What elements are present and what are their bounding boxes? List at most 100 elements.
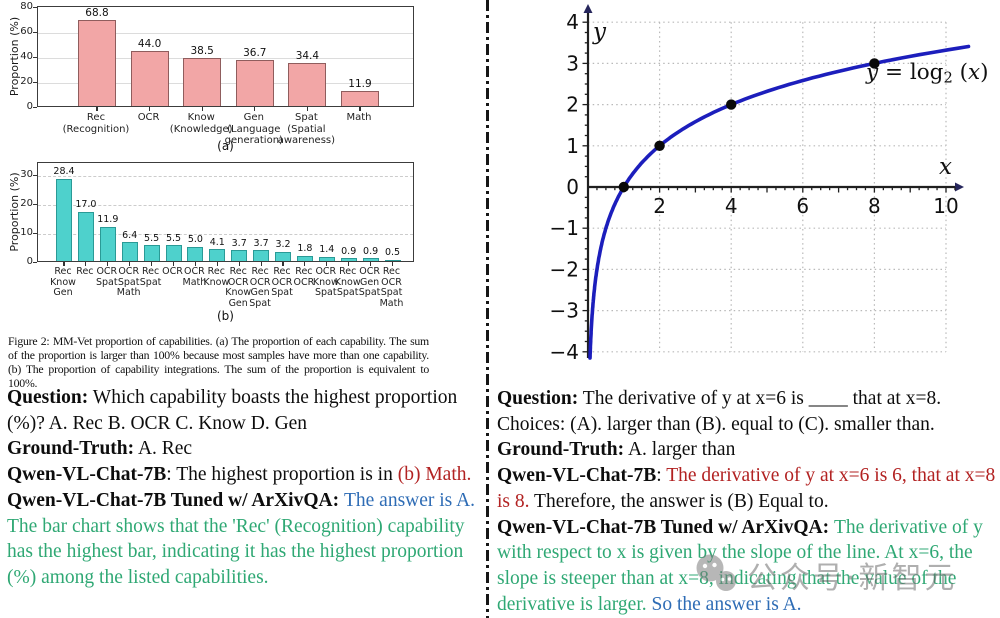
panel-divider bbox=[486, 0, 489, 618]
y-tick-label: 20 bbox=[20, 198, 33, 210]
x-tick-label: 8 bbox=[868, 194, 881, 218]
bar-value-label: 3.7 bbox=[253, 237, 269, 249]
gridline bbox=[38, 83, 413, 85]
bar-value-label: 0.5 bbox=[384, 247, 401, 259]
text-segment: Therefore, the answer is (B) Equal to. bbox=[529, 490, 829, 512]
x-tick-mark bbox=[201, 107, 203, 111]
y-tick-label: 1 bbox=[566, 134, 579, 158]
x-tick-label: 2 bbox=[653, 194, 666, 218]
bar-value-label: 3.2 bbox=[275, 239, 291, 251]
bar-value-label: 4.1 bbox=[209, 236, 225, 248]
bar-value-label: 44.0 bbox=[137, 37, 162, 50]
y-axis-label: Proportion (%) bbox=[8, 172, 21, 252]
bar bbox=[275, 251, 291, 261]
text-segment: : bbox=[656, 465, 667, 487]
category-label: OCR Math bbox=[182, 266, 207, 288]
bar-value-label: 36.7 bbox=[243, 46, 267, 59]
log2-line-plot: 2 4 6 8 10 −4 −3 −2 −1 0 1 2 3 4 bbox=[550, 4, 971, 364]
text-segment: So the answer is A. bbox=[651, 593, 802, 615]
x-tick-mark bbox=[306, 107, 308, 111]
x-tick-label: 10 bbox=[933, 194, 958, 218]
ground-truth-paragraph: Ground-Truth: A. Rec bbox=[7, 436, 485, 462]
category-label: OCR Spat Math bbox=[116, 266, 141, 298]
bar-chart-capability-proportion: 68.8 44.0 38.5 36.7 34.4 11.9 0 20 40 60 80 Rec (Re… bbox=[0, 0, 487, 153]
bar bbox=[78, 20, 116, 106]
bar-value-label: 28.4 bbox=[53, 166, 75, 178]
text-segment: ( bbox=[952, 60, 968, 85]
bar-value-label: 0.9 bbox=[341, 245, 357, 257]
bar bbox=[235, 60, 274, 106]
bar bbox=[187, 246, 204, 261]
y-tick-mark bbox=[33, 174, 37, 176]
y-tick-mark bbox=[33, 81, 37, 83]
y-tick-mark bbox=[33, 6, 37, 8]
bar bbox=[130, 51, 169, 106]
category-label: OCR bbox=[162, 266, 183, 277]
bar bbox=[165, 245, 182, 261]
data-point bbox=[618, 181, 629, 193]
y-axis-arrow bbox=[583, 4, 593, 13]
curve-equation-label: y = log2 (x) bbox=[866, 60, 989, 87]
plot-area: 28.4 17.0 11.9 6.4 5.5 5.5 5.0 4.1 3.7 3.7 3.2 1.8 1… bbox=[37, 162, 414, 266]
bar bbox=[288, 63, 327, 106]
data-point bbox=[726, 99, 737, 110]
x-tick-mark bbox=[85, 262, 87, 266]
bar-value-label: 1.8 bbox=[297, 243, 313, 255]
category-label: Rec (Recognition) bbox=[62, 112, 130, 135]
text-segment: 2 bbox=[943, 69, 953, 87]
bar bbox=[253, 250, 270, 261]
text-segment: : The highest proportion is in bbox=[166, 464, 398, 486]
subplot-label: (a) bbox=[217, 139, 234, 153]
y-tick-label: −4 bbox=[550, 340, 579, 364]
y-tick-mark bbox=[33, 261, 37, 263]
text-segment: Qwen-VL-Chat-7B Tuned w/ ArXivQA: bbox=[497, 516, 834, 538]
y-tick-label: 20 bbox=[20, 76, 33, 88]
bar bbox=[209, 249, 226, 261]
category-label: Know (Knowledge) bbox=[169, 112, 233, 135]
x-tick-mark bbox=[216, 262, 218, 266]
x-tick-mark bbox=[129, 262, 131, 266]
tuned-model-answer-paragraph: Qwen-VL-Chat-7B Tuned w/ ArXivQA: The de… bbox=[497, 515, 998, 618]
bar bbox=[318, 256, 335, 261]
x-tick-mark bbox=[260, 262, 262, 266]
x-tick-mark bbox=[238, 262, 240, 266]
bar bbox=[362, 258, 379, 261]
text-segment: Qwen-VL-Chat-7B Tuned w/ ArXivQA: bbox=[7, 489, 344, 511]
base-model-answer-paragraph: Qwen-VL-Chat-7B: The highest proportion … bbox=[7, 462, 485, 488]
x-tick-mark bbox=[282, 262, 284, 266]
category-label: OCR bbox=[137, 112, 160, 123]
bar bbox=[99, 226, 116, 261]
y-tick-label: 0 bbox=[26, 256, 33, 267]
bar-value-label: 0.9 bbox=[363, 245, 379, 257]
y-axis-letter: y bbox=[593, 19, 606, 45]
y-tick-mark bbox=[33, 232, 37, 234]
y-tick-label: 40 bbox=[20, 51, 33, 63]
category-label: Math bbox=[346, 112, 372, 123]
category-label: Gen (Language generation) bbox=[224, 112, 283, 146]
ground-truth-paragraph: Ground-Truth: A. larger than bbox=[497, 437, 998, 463]
x-tick-mark bbox=[348, 262, 350, 266]
bar bbox=[121, 242, 138, 261]
y-tick-label: −1 bbox=[550, 216, 579, 240]
subplot-label: (b) bbox=[217, 309, 234, 323]
bar-value-label: 5.5 bbox=[144, 232, 160, 244]
question-paragraph: Question: The derivative of y at x=6 is … bbox=[497, 386, 998, 437]
text-segment: y bbox=[866, 60, 879, 85]
y-axis-label: Proportion (%) bbox=[8, 16, 21, 97]
category-label: OCR Spat bbox=[95, 266, 118, 288]
x-tick-mark bbox=[63, 262, 65, 266]
y-tick-mark bbox=[33, 203, 37, 205]
bar bbox=[77, 211, 94, 261]
bar bbox=[384, 259, 401, 261]
text-segment: The derivative of y at x=6 is ____ that … bbox=[497, 388, 942, 435]
bar-value-label: 34.4 bbox=[295, 49, 320, 62]
bar-value-label: 11.9 bbox=[97, 214, 119, 226]
bar bbox=[143, 245, 160, 261]
category-label: Rec bbox=[76, 266, 94, 277]
bar bbox=[341, 91, 379, 106]
y-tick-label: 60 bbox=[20, 26, 33, 38]
bar-value-label: 17.0 bbox=[75, 199, 97, 211]
y-tick-label: 0 bbox=[566, 175, 579, 199]
x-tick-mark bbox=[370, 262, 372, 266]
